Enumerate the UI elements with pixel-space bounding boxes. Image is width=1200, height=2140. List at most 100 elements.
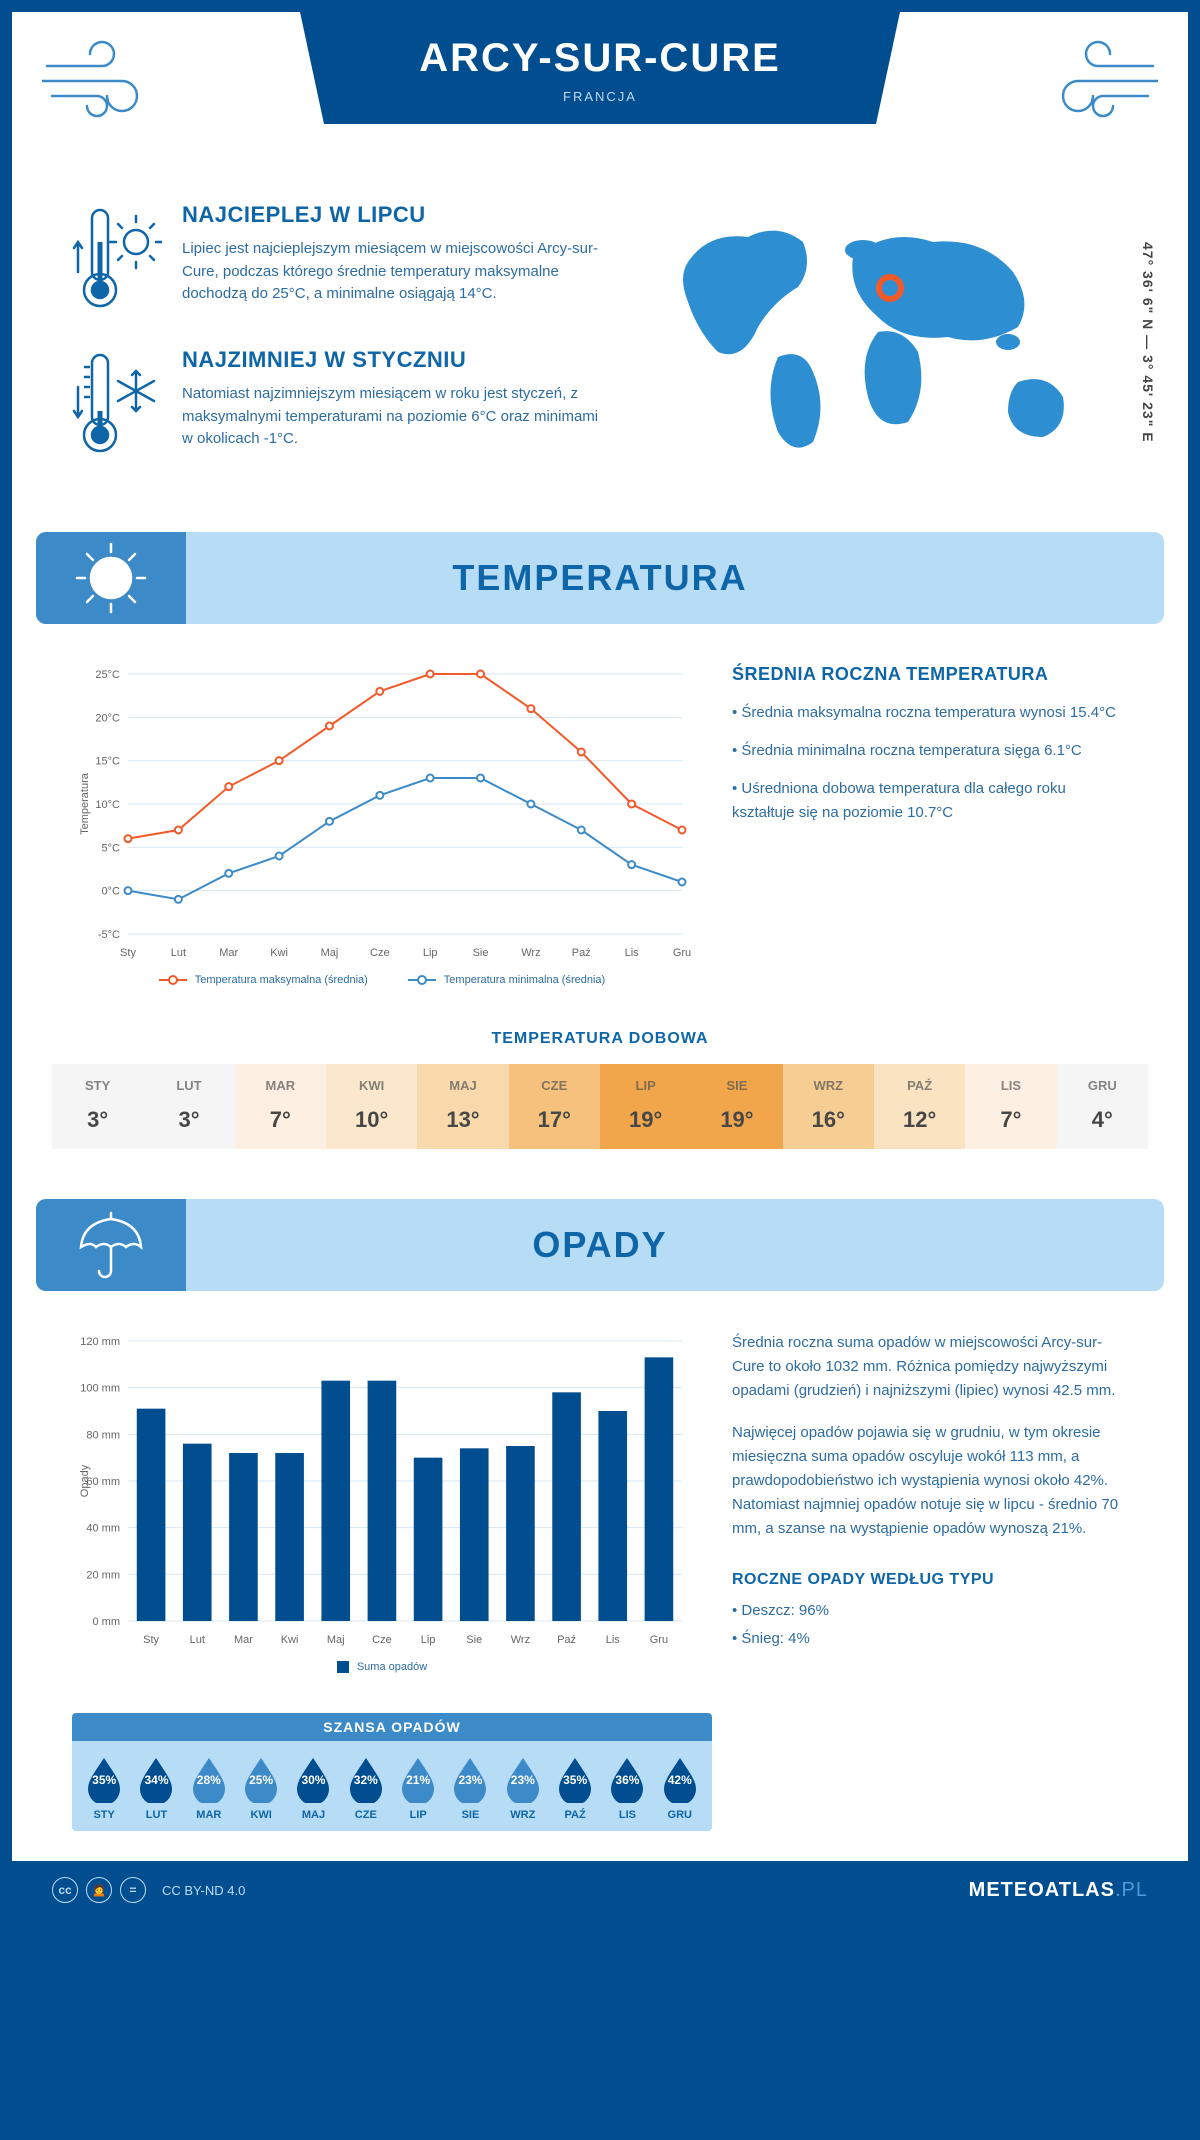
chance-cell: 30% MAJ — [287, 1755, 339, 1821]
temp-info-bullet: • Uśredniona dobowa temperatura dla całe… — [732, 777, 1128, 825]
daily-month-label: SIE — [691, 1078, 782, 1093]
footer-brand: METEOATLAS.PL — [969, 1879, 1148, 1902]
chance-value: 32% — [354, 1773, 378, 1787]
footer: cc 🙍 = CC BY-ND 4.0 METEOATLAS.PL — [12, 1861, 1188, 1919]
thermometer-cold-icon — [72, 347, 162, 462]
daily-temp-value: 16° — [783, 1107, 874, 1133]
daily-temp-value: 10° — [326, 1107, 417, 1133]
svg-text:Wrz: Wrz — [511, 1634, 530, 1646]
daily-month-label: CZE — [509, 1078, 600, 1093]
precip-types: ROCZNE OPADY WEDŁUG TYPU • Deszcz: 96% • … — [732, 1571, 1128, 1651]
license-label: CC BY-ND 4.0 — [162, 1883, 245, 1898]
daily-temp-cell: PAŹ 12° — [874, 1064, 965, 1149]
temp-info-bullet: • Średnia maksymalna roczna temperatura … — [732, 701, 1128, 725]
chance-cell: 35% STY — [78, 1755, 130, 1821]
svg-text:Sie: Sie — [466, 1634, 482, 1646]
svg-text:5°C: 5°C — [102, 842, 121, 854]
raindrop-icon: 25% — [239, 1755, 283, 1803]
svg-text:Cze: Cze — [372, 1634, 392, 1646]
chance-value: 25% — [249, 1773, 273, 1787]
raindrop-icon: 42% — [658, 1755, 702, 1803]
chance-value: 21% — [406, 1773, 430, 1787]
header: ARCY-SUR-CURE FRANCJA — [12, 12, 1188, 172]
daily-temp-cell: SIE19° — [691, 1064, 782, 1149]
svg-text:40 mm: 40 mm — [86, 1523, 120, 1535]
daily-temp-title: TEMPERATURA DOBOWA — [12, 1030, 1188, 1048]
hottest-block: NAJCIEPLEJ W LIPCU Lipiec jest najcieple… — [72, 202, 608, 317]
svg-text:-5°C: -5°C — [98, 929, 120, 941]
chance-month-label: WRZ — [497, 1809, 549, 1821]
chance-cell: 42% GRU — [654, 1755, 706, 1821]
chance-cell: 23% SIE — [444, 1755, 496, 1821]
location-pin-icon — [876, 274, 904, 302]
svg-text:Wrz: Wrz — [521, 947, 540, 959]
precip-heading: OPADY — [186, 1224, 1164, 1266]
daily-month-label: LIS — [965, 1078, 1056, 1093]
precip-types-title: ROCZNE OPADY WEDŁUG TYPU — [732, 1571, 1128, 1589]
world-map-icon — [648, 202, 1128, 462]
raindrop-icon: 23% — [448, 1755, 492, 1803]
daily-month-label: MAJ — [417, 1078, 508, 1093]
umbrella-icon — [36, 1199, 186, 1291]
daily-temp-value: 13° — [417, 1107, 508, 1133]
temperature-chart: -5°C0°C5°C10°C15°C20°C25°CStyLutMarKwiMa… — [72, 664, 692, 986]
svg-text:Opady: Opady — [79, 1464, 91, 1497]
intro-row: NAJCIEPLEJ W LIPCU Lipiec jest najcieple… — [12, 172, 1188, 532]
svg-text:Lut: Lut — [190, 1634, 205, 1646]
wind-icon — [1038, 36, 1158, 131]
svg-text:Sty: Sty — [143, 1634, 159, 1646]
raindrop-icon: 35% — [82, 1755, 126, 1803]
svg-text:25°C: 25°C — [95, 669, 120, 681]
by-icon: 🙍 — [86, 1877, 112, 1903]
cc-icon: cc — [52, 1877, 78, 1903]
chance-cell: 36% LIS — [601, 1755, 653, 1821]
svg-text:Mar: Mar — [234, 1634, 253, 1646]
raindrop-icon: 23% — [501, 1755, 545, 1803]
precip-chance-strip: SZANSA OPADÓW 35% STY 34% LUT 28% MAR 25… — [72, 1713, 712, 1831]
svg-text:Temperatura: Temperatura — [79, 772, 91, 835]
chance-cell: 21% LIP — [392, 1755, 444, 1821]
daily-temp-value: 17° — [509, 1107, 600, 1133]
svg-text:Sty: Sty — [120, 947, 136, 959]
daily-temp-cell: LIS7° — [965, 1064, 1056, 1149]
chance-month-label: SIE — [444, 1809, 496, 1821]
temp-info-bullet: • Średnia minimalna roczna temperatura s… — [732, 739, 1128, 763]
hottest-title: NAJCIEPLEJ W LIPCU — [182, 202, 608, 228]
chance-month-label: LIS — [601, 1809, 653, 1821]
daily-temp-value: 12° — [874, 1107, 965, 1133]
precip-section: 0 mm20 mm40 mm60 mm80 mm100 mm120 mmStyL… — [12, 1291, 1188, 1693]
daily-temp-cell: KWI10° — [326, 1064, 417, 1149]
chance-value: 28% — [197, 1773, 221, 1787]
page: ARCY-SUR-CURE FRANCJA — [12, 12, 1188, 1919]
svg-text:Kwi: Kwi — [270, 947, 288, 959]
svg-text:Lut: Lut — [171, 947, 186, 959]
chance-cell: 28% MAR — [183, 1755, 235, 1821]
chance-cell: 25% KWI — [235, 1755, 287, 1821]
svg-text:Lis: Lis — [625, 947, 640, 959]
svg-text:Cze: Cze — [370, 947, 390, 959]
coldest-block: NAJZIMNIEJ W STYCZNIU Natomiast najzimni… — [72, 347, 608, 462]
daily-temp-value: 19° — [600, 1107, 691, 1133]
daily-temp-cell: LUT3° — [143, 1064, 234, 1149]
chance-value: 23% — [458, 1773, 482, 1787]
daily-month-label: PAŹ — [874, 1078, 965, 1093]
raindrop-icon: 32% — [344, 1755, 388, 1803]
hottest-body: Lipiec jest najcieplejszym miesiącem w m… — [182, 238, 608, 306]
chance-title: SZANSA OPADÓW — [72, 1713, 712, 1741]
chance-month-label: MAJ — [287, 1809, 339, 1821]
chance-value: 23% — [511, 1773, 535, 1787]
daily-month-label: STY — [52, 1078, 143, 1093]
chance-value: 35% — [92, 1773, 116, 1787]
temperature-banner: TEMPERATURA — [36, 532, 1164, 624]
chance-month-label: LIP — [392, 1809, 444, 1821]
daily-temp-value: 3° — [143, 1107, 234, 1133]
svg-text:Lis: Lis — [606, 1634, 621, 1646]
legend-min-label: Temperatura minimalna (średnia) — [444, 974, 605, 986]
svg-text:Mar: Mar — [219, 947, 238, 959]
precip-legend: Suma opadów — [72, 1661, 692, 1673]
svg-text:60 mm: 60 mm — [86, 1476, 120, 1488]
precip-type-item: • Deszcz: 96% — [732, 1599, 1128, 1623]
daily-temp-value: 7° — [235, 1107, 326, 1133]
precip-type-item: • Śnieg: 4% — [732, 1627, 1128, 1651]
chance-cell: 32% CZE — [340, 1755, 392, 1821]
